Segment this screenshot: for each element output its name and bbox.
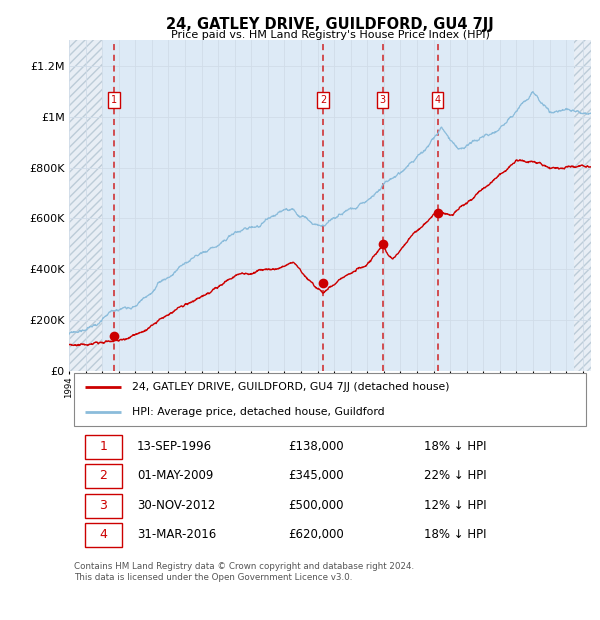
FancyBboxPatch shape xyxy=(85,494,122,518)
Bar xyxy=(69,40,102,371)
Text: £138,000: £138,000 xyxy=(288,440,344,453)
Text: 24, GATLEY DRIVE, GUILDFORD, GU4 7JJ: 24, GATLEY DRIVE, GUILDFORD, GU4 7JJ xyxy=(166,17,494,32)
Text: 1: 1 xyxy=(100,440,107,453)
FancyBboxPatch shape xyxy=(85,523,122,547)
Text: Price paid vs. HM Land Registry's House Price Index (HPI): Price paid vs. HM Land Registry's House … xyxy=(170,30,490,40)
Text: £345,000: £345,000 xyxy=(288,469,344,482)
Text: 12% ↓ HPI: 12% ↓ HPI xyxy=(424,500,487,513)
Text: 3: 3 xyxy=(379,95,386,105)
Text: 22% ↓ HPI: 22% ↓ HPI xyxy=(424,469,487,482)
Text: 31-MAR-2016: 31-MAR-2016 xyxy=(137,528,216,541)
Text: 3: 3 xyxy=(100,500,107,513)
Text: 18% ↓ HPI: 18% ↓ HPI xyxy=(424,528,487,541)
Text: 4: 4 xyxy=(434,95,441,105)
Text: 18% ↓ HPI: 18% ↓ HPI xyxy=(424,440,487,453)
FancyBboxPatch shape xyxy=(85,464,122,488)
Text: 01-MAY-2009: 01-MAY-2009 xyxy=(137,469,213,482)
FancyBboxPatch shape xyxy=(74,373,586,426)
Text: 13-SEP-1996: 13-SEP-1996 xyxy=(137,440,212,453)
Text: £620,000: £620,000 xyxy=(288,528,344,541)
Text: 24, GATLEY DRIVE, GUILDFORD, GU4 7JJ (detached house): 24, GATLEY DRIVE, GUILDFORD, GU4 7JJ (de… xyxy=(131,382,449,392)
Text: Contains HM Land Registry data © Crown copyright and database right 2024.
This d: Contains HM Land Registry data © Crown c… xyxy=(74,562,415,582)
Text: 4: 4 xyxy=(100,528,107,541)
Text: 2: 2 xyxy=(100,469,107,482)
Text: 2: 2 xyxy=(320,95,326,105)
Text: 1: 1 xyxy=(111,95,117,105)
Bar xyxy=(574,40,591,371)
Text: HPI: Average price, detached house, Guildford: HPI: Average price, detached house, Guil… xyxy=(131,407,384,417)
Text: 30-NOV-2012: 30-NOV-2012 xyxy=(137,500,215,513)
Text: £500,000: £500,000 xyxy=(288,500,344,513)
FancyBboxPatch shape xyxy=(85,435,122,459)
